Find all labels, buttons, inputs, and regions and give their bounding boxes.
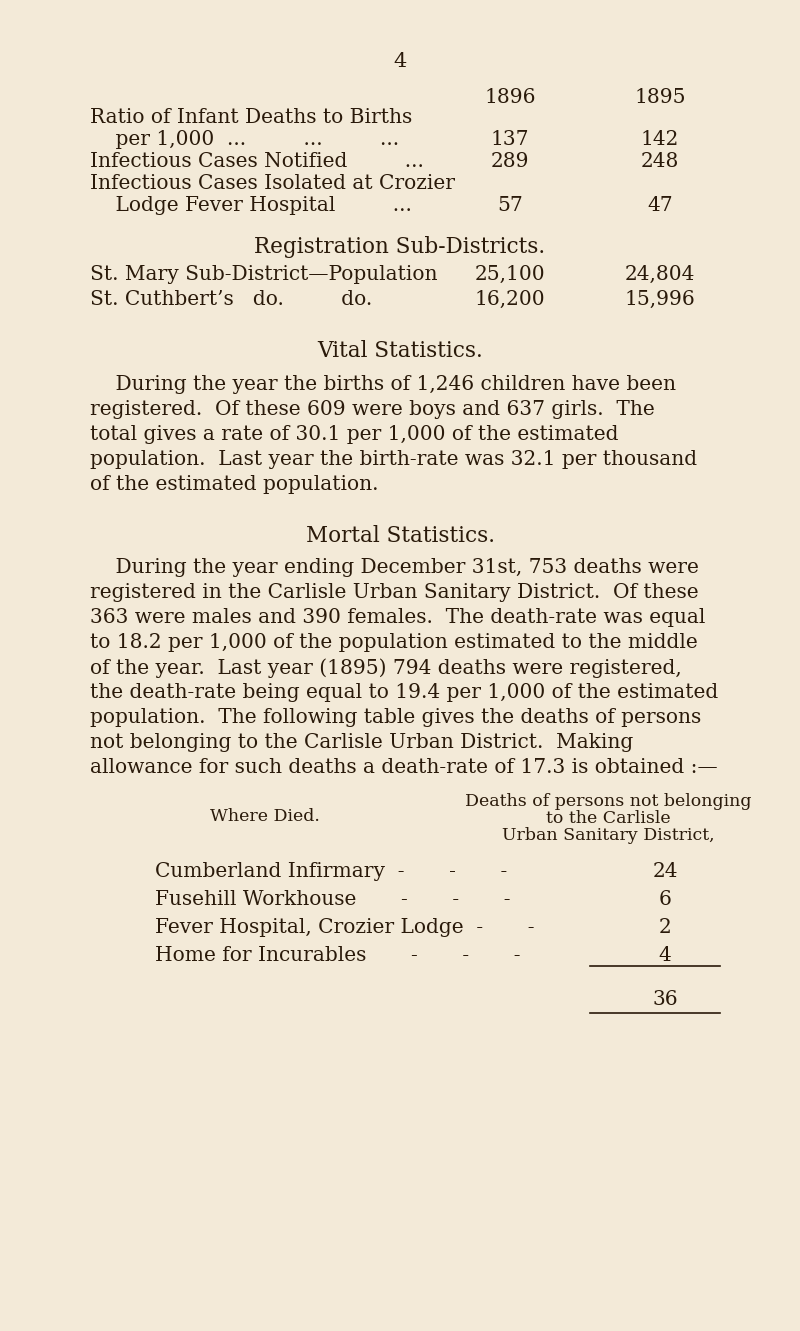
Text: of the year.  Last year (1895) 794 deaths were registered,: of the year. Last year (1895) 794 deaths… — [90, 658, 682, 677]
Text: 289: 289 — [490, 152, 530, 170]
Text: of the estimated population.: of the estimated population. — [90, 475, 378, 494]
Text: Mortal Statistics.: Mortal Statistics. — [306, 524, 494, 547]
Text: Fever Hospital, Crozier Lodge  -       -: Fever Hospital, Crozier Lodge - - — [155, 918, 534, 937]
Text: Deaths of persons not belonging: Deaths of persons not belonging — [465, 793, 751, 811]
Text: During the year ending December 31st, 753 deaths were: During the year ending December 31st, 75… — [90, 558, 699, 578]
Text: 1896: 1896 — [484, 88, 536, 106]
Text: 1895: 1895 — [634, 88, 686, 106]
Text: St. Mary Sub-District—Population: St. Mary Sub-District—Population — [90, 265, 438, 284]
Text: not belonging to the Carlisle Urban District.  Making: not belonging to the Carlisle Urban Dist… — [90, 733, 634, 752]
Text: 15,996: 15,996 — [625, 290, 695, 309]
Text: registered in the Carlisle Urban Sanitary District.  Of these: registered in the Carlisle Urban Sanitar… — [90, 583, 698, 602]
Text: to 18.2 per 1,000 of the population estimated to the middle: to 18.2 per 1,000 of the population esti… — [90, 634, 698, 652]
Text: to the Carlisle: to the Carlisle — [546, 811, 670, 827]
Text: Cumberland Infirmary  -       -       -: Cumberland Infirmary - - - — [155, 862, 507, 881]
Text: 47: 47 — [647, 196, 673, 216]
Text: 142: 142 — [641, 130, 679, 149]
Text: Where Died.: Where Died. — [210, 808, 320, 825]
Text: Home for Incurables       -       -       -: Home for Incurables - - - — [155, 946, 521, 965]
Text: 24: 24 — [652, 862, 678, 881]
Text: population.  The following table gives the deaths of persons: population. The following table gives th… — [90, 708, 702, 727]
Text: 4: 4 — [394, 52, 406, 71]
Text: Urban Sanitary District,: Urban Sanitary District, — [502, 827, 714, 844]
Text: Lodge Fever Hospital         ...: Lodge Fever Hospital ... — [90, 196, 412, 216]
Text: 248: 248 — [641, 152, 679, 170]
Text: St. Cuthbert’s   do.         do.: St. Cuthbert’s do. do. — [90, 290, 372, 309]
Text: Ratio of Infant Deaths to Births: Ratio of Infant Deaths to Births — [90, 108, 412, 126]
Text: Fusehill Workhouse       -       -       -: Fusehill Workhouse - - - — [155, 890, 510, 909]
Text: 25,100: 25,100 — [474, 265, 546, 284]
Text: 57: 57 — [497, 196, 523, 216]
Text: population.  Last year the birth-rate was 32.1 per thousand: population. Last year the birth-rate was… — [90, 450, 697, 469]
Text: per 1,000  ...         ...         ...: per 1,000 ... ... ... — [90, 130, 399, 149]
Text: 4: 4 — [658, 946, 671, 965]
Text: Infectious Cases Notified         ...: Infectious Cases Notified ... — [90, 152, 424, 170]
Text: registered.  Of these 609 were boys and 637 girls.  The: registered. Of these 609 were boys and 6… — [90, 401, 654, 419]
Text: 2: 2 — [658, 918, 671, 937]
Text: Registration Sub-Districts.: Registration Sub-Districts. — [254, 236, 546, 258]
Text: allowance for such deaths a death-rate of 17.3 is obtained :—: allowance for such deaths a death-rate o… — [90, 757, 718, 777]
Text: total gives a rate of 30.1 per 1,000 of the estimated: total gives a rate of 30.1 per 1,000 of … — [90, 425, 618, 445]
Text: 363 were males and 390 females.  The death-rate was equal: 363 were males and 390 females. The deat… — [90, 608, 706, 627]
Text: Vital Statistics.: Vital Statistics. — [317, 339, 483, 362]
Text: the death-rate being equal to 19.4 per 1,000 of the estimated: the death-rate being equal to 19.4 per 1… — [90, 683, 718, 701]
Text: 16,200: 16,200 — [474, 290, 546, 309]
Text: 36: 36 — [652, 990, 678, 1009]
Text: During the year the births of 1,246 children have been: During the year the births of 1,246 chil… — [90, 375, 676, 394]
Text: 137: 137 — [490, 130, 530, 149]
Text: 24,804: 24,804 — [625, 265, 695, 284]
Text: 6: 6 — [658, 890, 671, 909]
Text: Infectious Cases Isolated at Crozier: Infectious Cases Isolated at Crozier — [90, 174, 455, 193]
